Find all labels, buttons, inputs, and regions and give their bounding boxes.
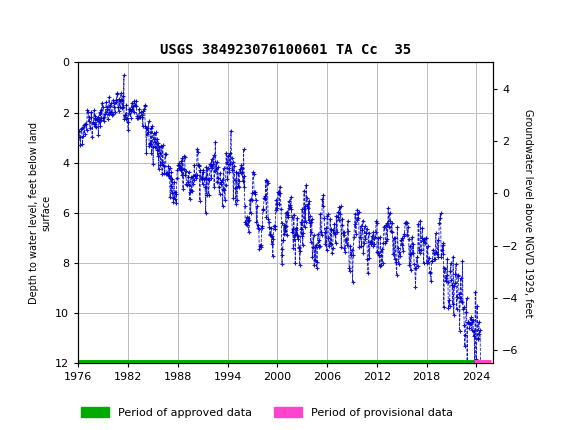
Y-axis label: Groundwater level above NGVD 1929, feet: Groundwater level above NGVD 1929, feet <box>523 109 532 317</box>
Text: USGS: USGS <box>38 9 85 25</box>
Title: USGS 384923076100601 TA Cc  35: USGS 384923076100601 TA Cc 35 <box>160 43 411 57</box>
Y-axis label: Depth to water level, feet below land
surface: Depth to water level, feet below land su… <box>30 122 51 304</box>
Legend: Period of approved data, Period of provisional data: Period of approved data, Period of provi… <box>77 403 457 422</box>
